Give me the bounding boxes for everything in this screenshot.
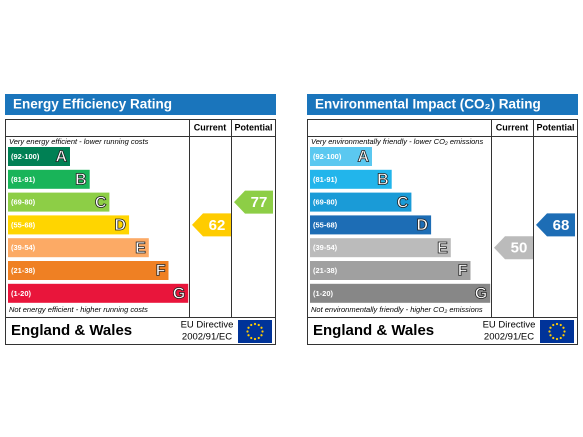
eu-star — [555, 337, 559, 341]
footer-region: England & Wales — [11, 322, 132, 339]
footer-region: England & Wales — [313, 322, 434, 339]
band-range: (55-68) — [313, 220, 338, 229]
current-arrow — [192, 213, 231, 237]
potential-arrow — [536, 213, 575, 237]
eu-flag — [540, 320, 574, 343]
bottom-note: Not environmentally friendly - higher CO… — [311, 305, 483, 314]
rating-band — [8, 215, 130, 235]
title-bar — [307, 94, 578, 115]
current-rating: 62 — [209, 217, 226, 234]
column-header: Potential — [536, 122, 574, 132]
eu-star — [555, 322, 559, 326]
rating-band — [310, 283, 491, 303]
eu-star — [559, 336, 562, 340]
band-range: (1-20) — [313, 289, 334, 298]
potential-rating: 68 — [553, 217, 570, 234]
top-note: Very environmentally friendly - lower CO… — [311, 137, 483, 146]
eu-star — [261, 330, 264, 333]
band-range: (39-54) — [11, 243, 36, 252]
eu-star — [253, 322, 257, 326]
current-rating: 50 — [511, 240, 528, 257]
panel-title: Environmental Impact (CO₂) Rating — [315, 97, 541, 112]
band-range: (69-80) — [313, 198, 338, 207]
column-header: Current — [194, 122, 227, 132]
eu-star — [250, 336, 253, 340]
band-letter: E — [135, 240, 146, 257]
bottom-note: Not energy efficient - higher running co… — [9, 305, 148, 314]
band-letter: B — [377, 172, 389, 189]
rating-band — [310, 147, 372, 166]
band-letter: A — [357, 149, 369, 166]
band-letter: F — [458, 263, 468, 280]
band-letter: A — [55, 149, 67, 166]
band-range: (92-100) — [313, 152, 342, 161]
eu-star — [260, 334, 263, 337]
eu-star — [257, 323, 260, 327]
rating-band — [310, 192, 412, 212]
eu-star — [552, 323, 555, 327]
rating-band — [8, 147, 70, 166]
band-letter: C — [397, 194, 409, 211]
footer-directive: 2002/91/EC — [484, 332, 534, 343]
eu-star — [260, 326, 263, 329]
rating-band — [8, 192, 110, 212]
rating-band — [8, 169, 90, 189]
eu-flag — [238, 320, 272, 343]
footer-directive: EU Directive — [483, 320, 536, 331]
title-bar — [5, 94, 276, 115]
eu-star — [257, 336, 260, 340]
band-letter: F — [156, 263, 166, 280]
current-arrow — [494, 236, 533, 260]
top-note: Very energy efficient - lower running co… — [9, 137, 149, 146]
footer-directive: 2002/91/EC — [182, 332, 232, 343]
table-frame — [307, 119, 578, 345]
rating-band — [310, 215, 432, 235]
band-range: (81-91) — [313, 175, 338, 184]
band-range: (1-20) — [11, 289, 32, 298]
eu-star — [562, 334, 565, 337]
eu-star — [549, 326, 552, 329]
eu-star — [563, 330, 566, 333]
eu-star — [247, 326, 250, 329]
eu-star — [548, 330, 551, 333]
band-letter: B — [75, 172, 87, 189]
band-range: (21-38) — [11, 266, 36, 275]
band-range: (92-100) — [11, 152, 40, 161]
band-range: (39-54) — [313, 243, 338, 252]
panel-title: Energy Efficiency Rating — [13, 97, 172, 112]
eu-star — [247, 334, 250, 337]
band-letter: D — [115, 217, 127, 234]
rating-band — [8, 261, 169, 280]
eu-star — [246, 330, 249, 333]
footer-directive: EU Directive — [181, 320, 234, 331]
eu-star — [559, 323, 562, 327]
eu-star — [562, 326, 565, 329]
eu-star — [253, 337, 257, 341]
rating-band — [8, 283, 189, 303]
eu-star — [549, 334, 552, 337]
band-range: (55-68) — [11, 220, 36, 229]
rating-band — [310, 238, 451, 258]
band-letter: C — [95, 194, 107, 211]
eu-star — [250, 323, 253, 327]
potential-arrow — [234, 190, 273, 214]
band-letter: G — [475, 286, 487, 303]
band-letter: G — [173, 286, 185, 303]
potential-rating: 77 — [251, 194, 268, 211]
rating-band — [310, 169, 392, 189]
eu-star — [552, 336, 555, 340]
column-header: Potential — [234, 122, 272, 132]
band-range: (81-91) — [11, 175, 36, 184]
band-range: (69-80) — [11, 198, 36, 207]
band-letter: D — [417, 217, 429, 234]
table-frame — [5, 119, 276, 345]
column-header: Current — [496, 122, 529, 132]
band-range: (21-38) — [313, 266, 338, 275]
rating-band — [310, 261, 471, 280]
band-letter: E — [437, 240, 448, 257]
rating-band — [8, 238, 149, 258]
